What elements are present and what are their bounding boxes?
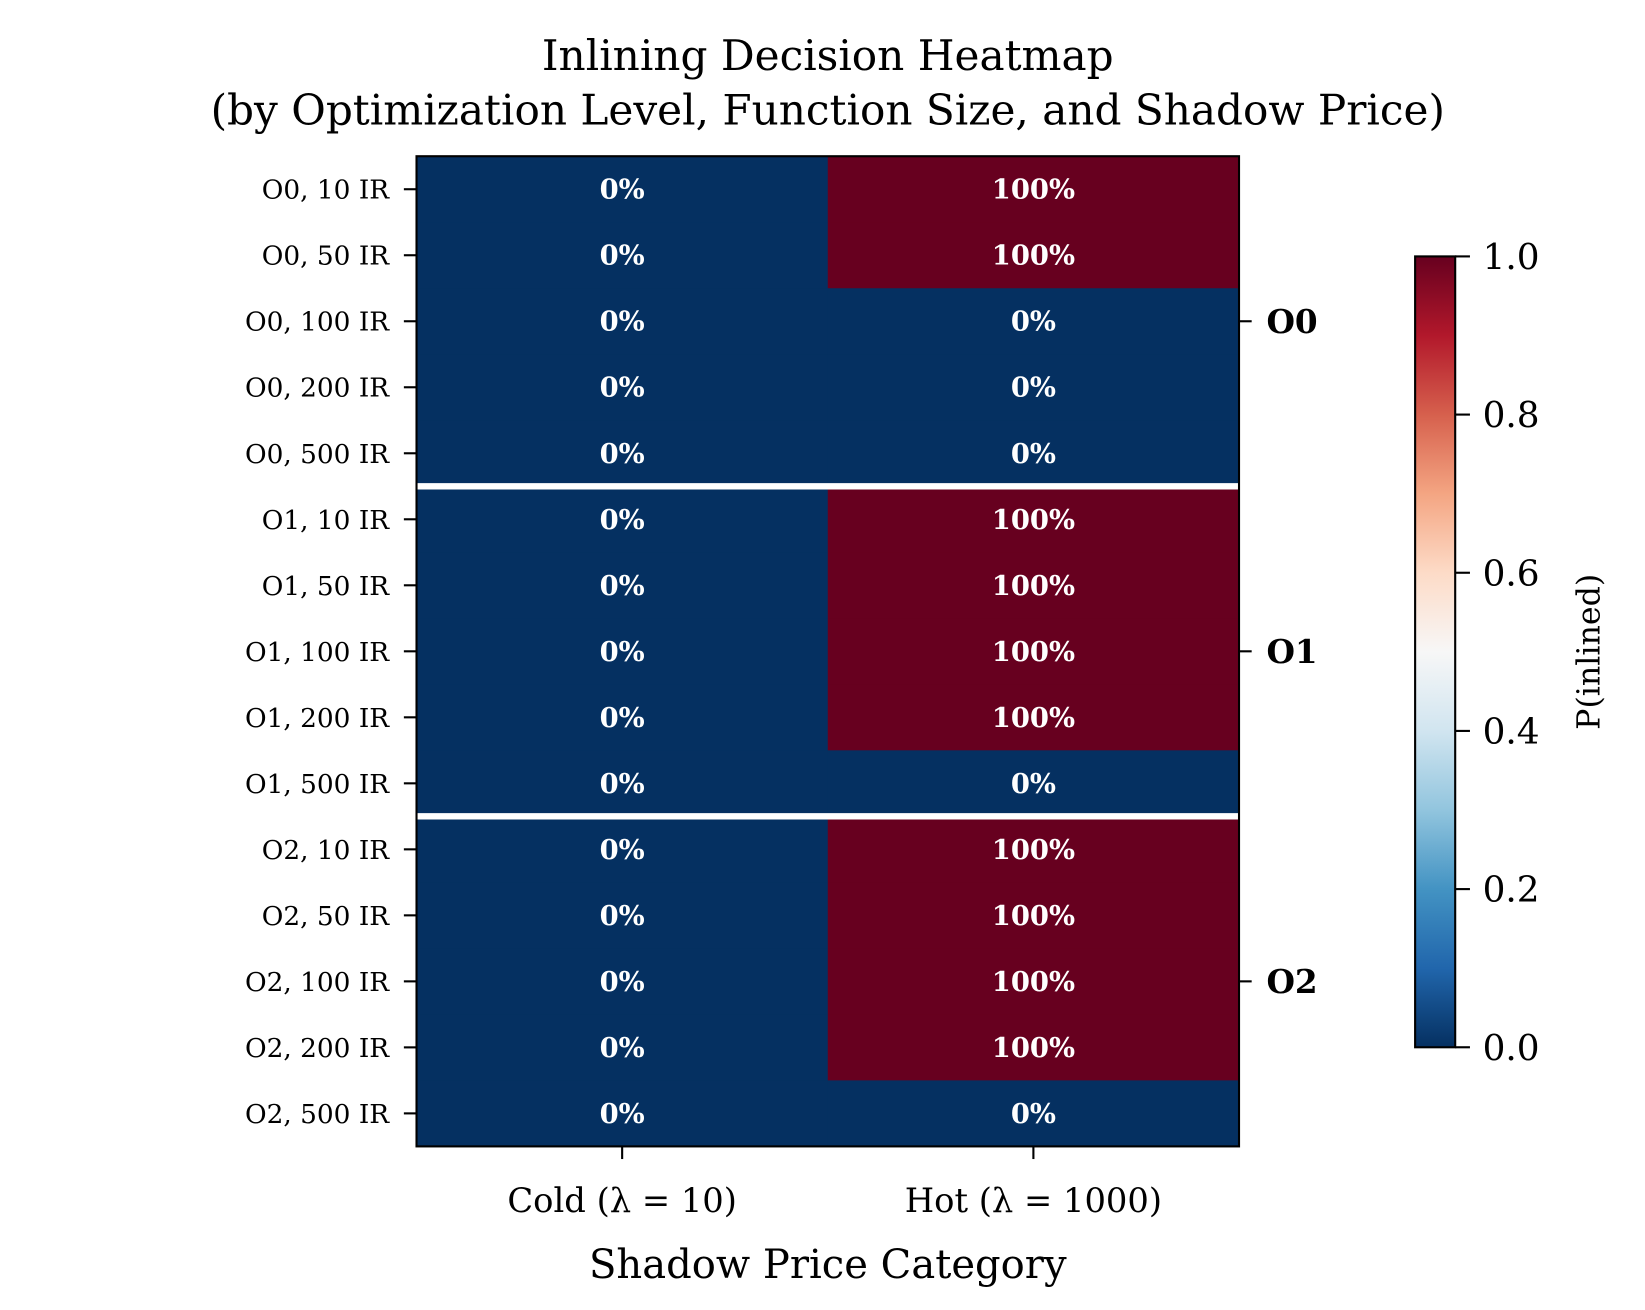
heatmap-cell — [827, 420, 1240, 487]
y-tick-label: O1, 10 IR — [262, 506, 390, 536]
y-tick-label: O2, 200 IR — [245, 1034, 390, 1064]
heatmap-cell — [416, 1014, 829, 1081]
y-tick-label: O2, 50 IR — [262, 902, 390, 932]
x-tick-label: Cold (λ = 10) — [507, 1181, 737, 1220]
cell-label: 100% — [992, 636, 1075, 668]
heatmap-cell — [827, 288, 1240, 355]
heatmap-cell — [827, 1014, 1240, 1081]
y-tick-label: O0, 10 IR — [262, 176, 390, 206]
heatmap-cell — [416, 618, 829, 685]
cell-label: 0% — [1011, 306, 1056, 338]
colorbar-tick-label: 0.0 — [1483, 1028, 1540, 1069]
cell-label: 0% — [600, 240, 645, 272]
heatmap-cell — [827, 816, 1240, 883]
plot-frame — [415, 155, 1241, 1148]
cell-label: 100% — [992, 966, 1075, 998]
colorbar-tick-label: 1.0 — [1483, 237, 1540, 278]
heatmap-cell — [416, 486, 829, 553]
x-tick-label: Hot (λ = 1000) — [905, 1181, 1162, 1220]
cell-label: 0% — [600, 570, 645, 602]
heatmap-cell — [827, 354, 1240, 421]
y-tick-label: O2, 10 IR — [262, 836, 390, 866]
cell-label: 0% — [600, 966, 645, 998]
cell-label: 0% — [600, 504, 645, 536]
heatmap-cell — [827, 882, 1240, 949]
group-label: O0 — [1266, 302, 1317, 341]
colorbar-tick-label: 0.4 — [1483, 712, 1540, 753]
cell-label: 0% — [600, 306, 645, 338]
cell-label: 0% — [600, 768, 645, 800]
heatmap-cell — [827, 486, 1240, 553]
heatmap-cell — [416, 288, 829, 355]
cell-label: 0% — [600, 636, 645, 668]
heatmap-cell — [416, 552, 829, 619]
heatmap-cell — [416, 816, 829, 883]
x-axis-label: Shadow Price Category — [589, 1242, 1067, 1288]
heatmap-cell — [827, 552, 1240, 619]
heatmap-cell — [416, 948, 829, 1015]
cell-label: 100% — [992, 702, 1075, 734]
y-tick-label: O0, 500 IR — [245, 440, 390, 470]
heatmap-cell — [416, 354, 829, 421]
cell-label: 100% — [992, 174, 1075, 206]
heatmap-cell — [827, 684, 1240, 751]
colorbar-label: P(inlined) — [1572, 574, 1608, 730]
heatmap-cell — [416, 750, 829, 817]
heatmap-cell — [416, 156, 829, 223]
heatmap-cell — [827, 618, 1240, 685]
cell-label: 100% — [992, 834, 1075, 866]
y-tick-label: O0, 200 IR — [245, 374, 390, 404]
y-tick-label: O0, 100 IR — [245, 308, 390, 338]
heatmap-cell — [416, 1080, 829, 1147]
cell-label: 0% — [600, 438, 645, 470]
cell-label: 0% — [1011, 1098, 1056, 1130]
cell-label: 0% — [1011, 372, 1056, 404]
cell-label: 100% — [992, 570, 1075, 602]
colorbar — [1414, 255, 1457, 1049]
cell-label: 100% — [992, 1032, 1075, 1064]
cell-label: 0% — [600, 372, 645, 404]
heatmap-cell — [827, 948, 1240, 1015]
heatmap-cell — [416, 420, 829, 487]
y-tick-label: O2, 100 IR — [245, 968, 390, 998]
cell-label: 0% — [600, 900, 645, 932]
cell-label: 100% — [992, 240, 1075, 272]
y-tick-label: O1, 500 IR — [245, 770, 390, 800]
cell-label: 0% — [600, 174, 645, 206]
heatmap-cell — [827, 156, 1240, 223]
chart-title: Inlining Decision Heatmap — [542, 31, 1114, 80]
heatmap-cell — [416, 882, 829, 949]
cell-label: 0% — [600, 834, 645, 866]
group-label: O2 — [1266, 962, 1317, 1001]
y-tick-label: O1, 50 IR — [262, 572, 390, 602]
cell-label: 0% — [600, 1032, 645, 1064]
cell-label: 0% — [600, 1098, 645, 1130]
chart-subtitle: (by Optimization Level, Function Size, a… — [211, 86, 1445, 135]
cell-label: 100% — [992, 900, 1075, 932]
y-tick-label: O0, 50 IR — [262, 242, 390, 272]
y-tick-label: O1, 200 IR — [245, 704, 390, 734]
heatmap-cell — [416, 684, 829, 751]
y-tick-label: O1, 100 IR — [245, 638, 390, 668]
heatmap-cell — [827, 1080, 1240, 1147]
colorbar-tick-label: 0.2 — [1483, 870, 1540, 911]
colorbar-tick-label: 0.8 — [1483, 395, 1540, 436]
cell-label: 0% — [1011, 438, 1056, 470]
heatmap-cell — [827, 222, 1240, 289]
cell-label: 100% — [992, 504, 1075, 536]
heatmap-cell — [416, 222, 829, 289]
cell-label: 0% — [600, 702, 645, 734]
group-label: O1 — [1266, 632, 1317, 671]
cell-label: 0% — [1011, 768, 1056, 800]
colorbar-tick-label: 0.6 — [1483, 553, 1540, 594]
y-tick-label: O2, 500 IR — [245, 1100, 390, 1130]
heatmap-cell — [827, 750, 1240, 817]
